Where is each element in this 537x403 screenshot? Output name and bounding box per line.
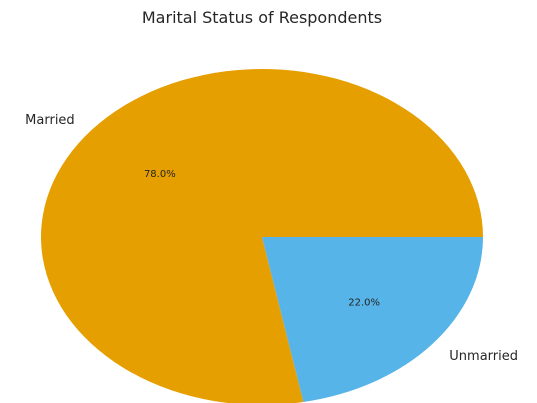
pie-slice-unmarried	[262, 237, 483, 403]
pct-label-married: 78.0%	[144, 169, 176, 180]
pie-slice-married	[41, 69, 483, 403]
chart-title: Marital Status of Respondents	[142, 8, 382, 27]
pct-label-unmarried: 22.0%	[348, 297, 380, 308]
pie-labels: 78.0% Married 22.0% Unmarried	[25, 113, 518, 364]
pie-slices	[41, 69, 483, 403]
slice-label-married: Married	[25, 113, 75, 128]
slice-label-unmarried: Unmarried	[449, 349, 518, 364]
